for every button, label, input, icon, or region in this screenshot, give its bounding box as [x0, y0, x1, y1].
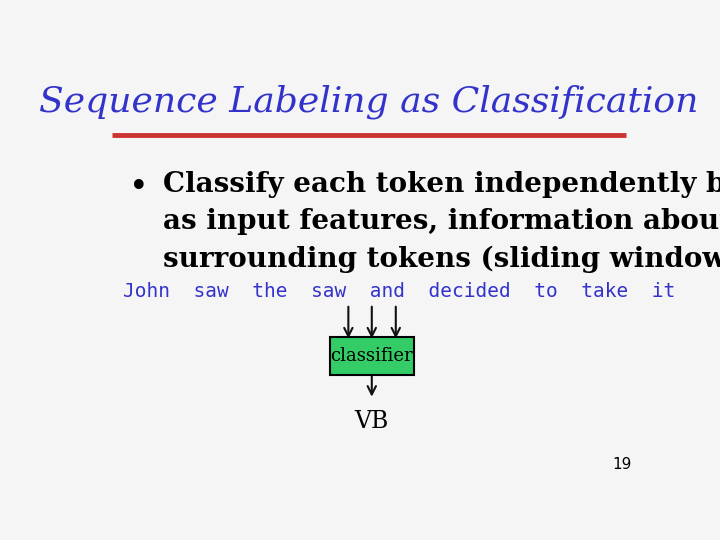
- Text: as input features, information about the: as input features, information about the: [163, 208, 720, 235]
- Text: John  saw  the  saw  and  decided  to  take  it    to   the   table.: John saw the saw and decided to take it …: [124, 282, 720, 301]
- FancyBboxPatch shape: [330, 337, 413, 375]
- Text: Sequence Labeling as Classification: Sequence Labeling as Classification: [40, 85, 698, 119]
- Text: classifier: classifier: [330, 347, 413, 365]
- Text: •: •: [129, 171, 149, 204]
- Text: VB: VB: [355, 410, 389, 433]
- Text: Classify each token independently but use: Classify each token independently but us…: [163, 171, 720, 198]
- Text: 19: 19: [612, 457, 631, 472]
- Text: surrounding tokens (sliding window).: surrounding tokens (sliding window).: [163, 246, 720, 273]
